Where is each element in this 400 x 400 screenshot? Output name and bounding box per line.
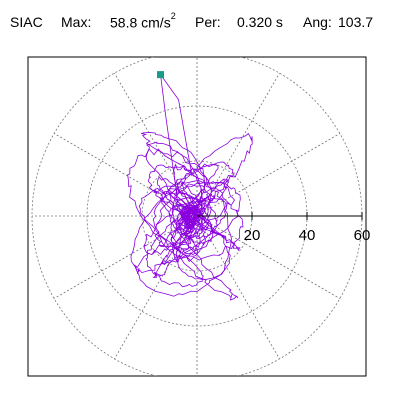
grid-spoke-30: [196, 133, 341, 217]
grid-spoke-300: [196, 215, 280, 360]
grid-spoke-120: [114, 72, 198, 217]
max-unit-exponent: 2: [170, 11, 176, 21]
motion-trace: [127, 71, 253, 301]
grid-spoke-330: [196, 215, 341, 299]
radial-axis: 20 40 60: [197, 212, 370, 244]
per-value: 0.320 s: [237, 14, 283, 30]
radial-tick-label-60: 60: [354, 227, 371, 244]
grid-spoke-60: [196, 72, 280, 217]
peak-marker: [157, 71, 165, 79]
ang-label: Ang:: [303, 14, 332, 30]
grid-spoke-150: [53, 133, 198, 217]
trace-path: [127, 132, 253, 301]
grid-spoke-240: [114, 215, 198, 360]
radial-tick-label-20: 20: [244, 227, 261, 244]
radial-tick-label-40: 40: [299, 227, 316, 244]
per-label: Per:: [195, 14, 221, 30]
max-value: 58.8 cm/s2: [110, 11, 176, 31]
ang-value: 103.7: [338, 14, 374, 30]
max-label: Max:: [61, 14, 92, 30]
grid-spoke-210: [53, 215, 198, 299]
station-code: SIAC: [10, 14, 43, 30]
